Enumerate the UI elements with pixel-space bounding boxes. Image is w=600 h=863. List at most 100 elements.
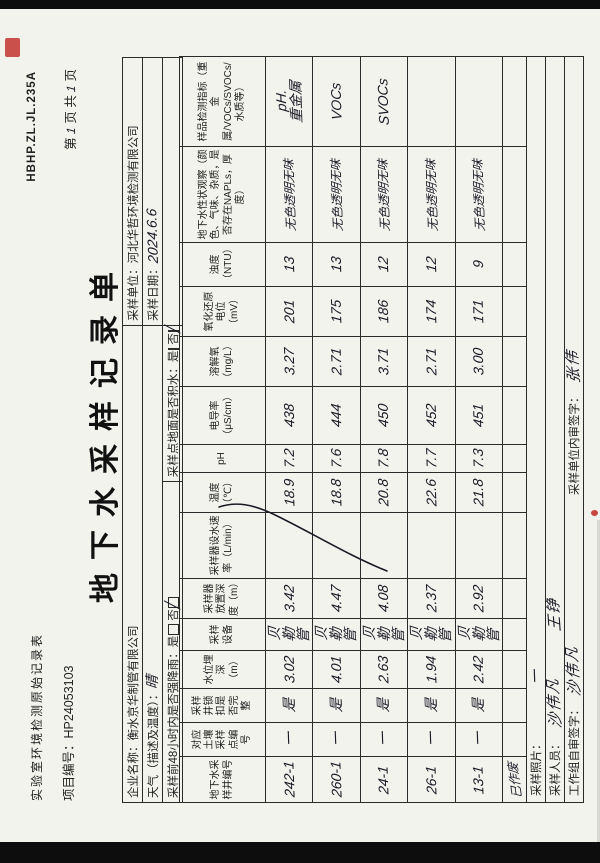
- table-cell: 1.94: [407, 650, 455, 689]
- info-cell: 天气（描述及温度）：晴: [143, 326, 162, 802]
- table-cell: 438: [265, 386, 313, 445]
- info-label: 天气（描述及温度）：: [147, 688, 160, 798]
- handwritten-value: 201: [280, 299, 298, 324]
- internal-audit-label: 采样单位内审签字：: [568, 391, 581, 495]
- table-cell: 3.00: [455, 336, 503, 387]
- photos-value: 一: [526, 669, 544, 686]
- sampler-signature-1: 沙伟凡: [545, 676, 565, 730]
- annotation-row-samplers: 采样人员： 沙伟凡 王铮: [545, 56, 565, 803]
- handwritten-value: 贝勒管: [313, 625, 360, 644]
- handwritten-value: pH. 重金属: [272, 80, 305, 124]
- table-cell: [502, 242, 527, 287]
- table-cell: 是: [455, 688, 503, 723]
- page-suffix: 页: [64, 69, 78, 82]
- table-cell: 174: [407, 286, 455, 337]
- table-cell: pH. 重金属: [265, 56, 313, 147]
- sampler-signature-2: 王铮: [545, 596, 565, 633]
- table-row: 242-1 一是 3.02 贝勒管 3.42 18.9 7.2 438 3.27 201 13 无色透…: [265, 56, 313, 803]
- handwritten-value: 7.8: [375, 448, 392, 469]
- handwritten-value: 7.3: [469, 448, 487, 469]
- info-label: 采样单位：: [127, 263, 140, 321]
- table-row: 已作废: [502, 56, 527, 803]
- table-cell: 2.42: [455, 650, 503, 689]
- table-cell: 21.8: [455, 472, 503, 513]
- table-cell: [502, 578, 527, 619]
- handwritten-value: 260-1: [327, 760, 345, 799]
- table-cell: 3.02: [265, 650, 313, 689]
- table-header-cell: 地下水性状观察（颜色、气味、杂质，是否存在NAPLs，厚度）: [179, 146, 266, 243]
- info-value: 河北华哲环境检测有限公司: [127, 125, 140, 264]
- table-head: 地下水采样井编号 对应土壤采样点编号 采样井锁扣是否完整 水位埋深（m） 采样设备 采样器…: [179, 56, 266, 803]
- handwritten-value: 是: [375, 697, 392, 714]
- lab-record-label: 实验室环境检测原始记录表: [30, 632, 44, 801]
- table-cell: [455, 56, 503, 147]
- handwritten-value: 1.94: [422, 655, 440, 684]
- info-value: 晴: [143, 674, 161, 690]
- annotation-cell: 采样人员： 沙伟凡 王铮: [545, 56, 565, 803]
- table-header-cell: 温度（℃）: [179, 472, 266, 513]
- handwritten-value: 4.08: [374, 584, 392, 613]
- handwritten-value: 452: [422, 403, 440, 428]
- handwritten-value: 13: [327, 255, 345, 273]
- handwritten-value: 无色透明无味: [470, 157, 488, 232]
- table-cell: [502, 688, 527, 723]
- table-cell: 451: [455, 386, 503, 445]
- table-cell: 7.8: [360, 444, 408, 473]
- table-cell: 2.37: [407, 578, 455, 619]
- handwritten-value: 贝勒管: [360, 625, 407, 644]
- table-cell: 171: [455, 286, 503, 337]
- table-row: 260-1 一是 4.01 贝勒管 4.47 18.8 7.6 444 2.71 175 13 无色透…: [312, 56, 361, 803]
- table-cell: [502, 56, 527, 147]
- table-cell: [502, 618, 527, 651]
- table-header-cell: 氧化还原电位（mV）: [179, 286, 266, 337]
- handwritten-value: 21.8: [469, 478, 487, 507]
- handwritten-value: 7.2: [280, 448, 298, 469]
- red-stamp-mark: [5, 38, 20, 57]
- table-cell: 是: [312, 688, 361, 723]
- table-cell: [265, 512, 313, 579]
- handwritten-value: 无色透明无味: [281, 157, 298, 232]
- scan-edge-bottom: [0, 842, 600, 863]
- info-label: 采样日期：: [147, 263, 160, 321]
- table-cell: VOCs: [312, 56, 361, 147]
- handwritten-value: 无色透明无味: [423, 157, 441, 232]
- table-cell: 2.71: [312, 336, 361, 387]
- table-cell: 12: [360, 242, 408, 287]
- checkbox-yes-box: [168, 347, 179, 350]
- table-header-cell: 对应土壤采样点编号: [179, 722, 266, 757]
- info-label: 企业名称：: [127, 740, 140, 799]
- table-header-cell: 浊度（NTU）: [179, 242, 266, 287]
- handwritten-value: 2.71: [422, 347, 440, 376]
- internal-audit-signature: 张伟: [564, 348, 584, 385]
- table-cell: 一: [407, 722, 455, 757]
- workgroup-signature: 沙伟凡: [564, 643, 584, 698]
- annotation-row-photos: 采样照片： 一: [526, 56, 546, 803]
- handwritten-value: 175: [327, 299, 345, 324]
- handwritten-value: 438: [280, 403, 298, 428]
- table-cell: 2.92: [455, 578, 503, 619]
- handwritten-value: 3.00: [469, 347, 487, 376]
- table-header-cell: 地下水采样井编号: [179, 756, 266, 803]
- table-cell: [502, 650, 527, 689]
- handwritten-value: 3.71: [374, 347, 392, 376]
- table-row: 13-1 一是 2.42 贝勒管 2.92 21.8 7.3 451 3.00 171 9 无色透明无…: [455, 56, 503, 803]
- checkbox-yes-box: [168, 623, 179, 635]
- table-cell: 13-1: [455, 756, 503, 803]
- checkbox-no-box: ╱: [164, 325, 180, 333]
- table-cell: [502, 512, 527, 579]
- handwritten-value: 186: [374, 299, 392, 324]
- table-cell: 无色透明无味: [265, 146, 313, 243]
- sampling-table-wrap: 地下水采样井编号 对应土壤采样点编号 采样井锁扣是否完整 水位埋深（m） 采样设备 采样器…: [179, 56, 584, 803]
- table-cell: 无色透明无味: [360, 146, 408, 243]
- table-cell: 贝勒管: [455, 618, 503, 651]
- handwritten-value: 450: [374, 403, 392, 428]
- project-number-line: 项目编号：HP24053103: [58, 666, 77, 802]
- table-header-cell: 采样器设水速率（L/min）: [179, 512, 266, 579]
- handwritten-value: 13: [280, 255, 297, 273]
- handwritten-value: 18.9: [280, 478, 298, 507]
- info-row-1: 企业名称： 衡水京华制管有限公司 采样单位： 河北华哲环境检测有限公司: [123, 58, 143, 802]
- table-cell: 22.6: [407, 472, 455, 513]
- table-cell: 2.63: [360, 650, 408, 689]
- handwritten-value: 无色透明无味: [328, 157, 346, 232]
